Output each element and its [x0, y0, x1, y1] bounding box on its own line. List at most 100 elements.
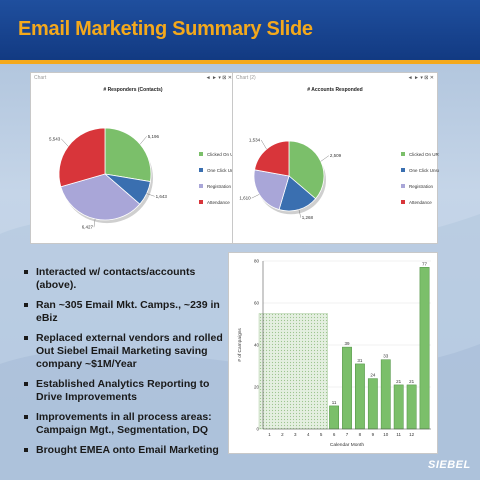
pie-value-label: 5,196 [148, 134, 160, 139]
legend-swatch [401, 184, 405, 188]
legend-swatch [401, 152, 405, 156]
pie-slice-one-click-unsub[interactable] [278, 175, 317, 212]
legend-label: Registration [409, 184, 434, 189]
bullet-text: Improvements in all process areas: Campa… [36, 411, 212, 436]
legend-label: One Click Unsub [207, 168, 237, 173]
bullet-text: Replaced external vendors and rolled Out… [36, 332, 223, 370]
bar-total[interactable] [419, 267, 430, 430]
pie-slice-clicked-on-url[interactable] [104, 127, 152, 183]
legend-label: One Click Unsub [409, 168, 439, 173]
bullet-text: Ran ~305 Email Mkt. Camps., ~239 in eBiz [36, 299, 220, 324]
bar-value-label: 11 [332, 400, 337, 405]
panel-toolbar[interactable]: ◄ ► ▾ ⊠ ✕ [407, 75, 434, 81]
chart-title: # Responders (Contacts) [103, 87, 163, 93]
bullet-text: Established Analytics Reporting to Drive… [36, 378, 210, 403]
x-tick-label: 2 [281, 432, 284, 437]
bar-value-label: 77 [422, 261, 428, 266]
shaded-region [258, 313, 328, 430]
bar-month-11[interactable] [393, 384, 404, 430]
bullet-icon [24, 336, 28, 340]
x-tick-label: 12 [409, 432, 415, 437]
y-tick-label: 60 [254, 301, 260, 306]
header-accent-line [0, 60, 480, 64]
pie-slice-registration[interactable] [253, 169, 290, 211]
legend-label: Clicked On URL [409, 152, 439, 157]
legend-swatch [199, 184, 203, 188]
bar-value-label: 21 [396, 379, 402, 384]
bar-month-6[interactable] [329, 405, 339, 430]
bar-value-label: 33 [383, 354, 389, 359]
pie-leader-line [93, 218, 96, 228]
legend-label: Registration [207, 184, 232, 189]
x-tick-label: 4 [307, 432, 310, 437]
pie-chart-accounts: 2,509 1,268 1,610 1,534 Clicked On URL One Cl… [239, 137, 439, 220]
x-tick-label: 7 [346, 432, 349, 437]
bar-month-12[interactable] [406, 384, 417, 430]
panel-toolbar[interactable]: ◄ ► ▾ ⊠ ✕ [205, 75, 232, 81]
y-tick-label: 80 [254, 259, 260, 264]
y-tick-label: 40 [254, 343, 260, 348]
slide-header: Email Marketing Summary Slide [0, 0, 480, 60]
pie-value-label: 1,643 [156, 194, 168, 199]
pie-value-label: 5,543 [49, 136, 61, 141]
bullet-icon [24, 270, 28, 274]
y-axis-label: # of Campaigns [237, 328, 243, 362]
bullet-icon [24, 448, 28, 452]
pie-value-label: 1,268 [302, 215, 314, 220]
x-tick-label: 10 [383, 432, 389, 437]
slide-title: Email Marketing Summary Slide [18, 18, 313, 40]
bullet-icon [24, 415, 28, 419]
pie-value-label: 1,534 [249, 137, 261, 142]
legend-swatch [401, 168, 405, 172]
bullet-icon [24, 382, 28, 386]
y-tick-label: 0 [256, 427, 259, 432]
bar-value-label: 21 [409, 379, 415, 384]
x-tick-label: 6 [333, 432, 336, 437]
x-tick-label: 8 [359, 432, 362, 437]
bullet-icon [24, 303, 28, 307]
bullet-item: Interacted w/ contacts/accounts (above). [24, 266, 236, 292]
summary-bullets: Interacted w/ contacts/accounts (above).… [24, 266, 236, 464]
pie-slice-registration[interactable] [60, 173, 141, 221]
bullet-item: Brought EMEA onto Email Marketing [24, 444, 236, 457]
x-tick-label: 11 [396, 432, 401, 437]
bar-month-8[interactable] [355, 363, 365, 430]
bullet-text: Interacted w/ contacts/accounts (above). [36, 266, 196, 291]
bar-value-label: 31 [357, 358, 363, 363]
legend-label: Attendance [207, 200, 230, 205]
chart-panel-responders: Chart ◄ ► ▾ ⊠ ✕ # Responders (Contacts) … [30, 72, 237, 244]
pie-leader-line [298, 209, 301, 218]
bullet-item: Replaced external vendors and rolled Out… [24, 332, 236, 371]
legend-swatch [199, 152, 203, 156]
pie-leader-line [260, 139, 267, 150]
legend-swatch [199, 200, 203, 204]
bar-month-9[interactable] [367, 378, 378, 430]
pie-leader-line [61, 138, 69, 147]
x-tick-label: 1 [268, 432, 271, 437]
x-tick-label: 9 [372, 432, 375, 437]
pie-slice-clicked-on-url[interactable] [288, 140, 325, 200]
x-tick-label: 5 [320, 432, 323, 437]
bullet-item: Ran ~305 Email Mkt. Camps., ~239 in eBiz [24, 299, 236, 325]
pie-leader-line [320, 155, 329, 162]
chart-panel-accounts: Chart (2) ◄ ► ▾ ⊠ ✕ # Accounts Responded… [232, 72, 439, 244]
pie-leader-line [251, 194, 260, 199]
bullet-item: Improvements in all process areas: Campa… [24, 411, 236, 437]
chart-panel-campaigns: 0 20 40 60 80 1 2 3 4 5 11 6 39 7 31 8 24 9 33 10 21 11 21 12 77… [228, 252, 438, 454]
siebel-logo: SIEBEL [428, 459, 471, 471]
bar-month-7[interactable] [342, 346, 352, 430]
legend-swatch [401, 200, 405, 204]
legend-label: Clicked On URL [207, 152, 237, 157]
bullet-text: Brought EMEA onto Email Marketing [36, 444, 219, 456]
chart-title: # Accounts Responded [307, 87, 363, 93]
pie-chart-responders: 5,196 1,643 6,427 5,543 Clicked On URL One Cl… [49, 127, 237, 230]
pie-value-label: 1,610 [239, 196, 251, 201]
pie-value-label: 2,509 [330, 153, 342, 158]
bar-value-label: 24 [370, 373, 376, 378]
bullet-item: Established Analytics Reporting to Drive… [24, 378, 236, 404]
bar-month-10[interactable] [380, 359, 391, 430]
pie-value-label: 6,427 [82, 225, 94, 230]
pie-slice-attendance[interactable] [254, 140, 290, 177]
panel-tag: Chart (2) [236, 75, 256, 81]
